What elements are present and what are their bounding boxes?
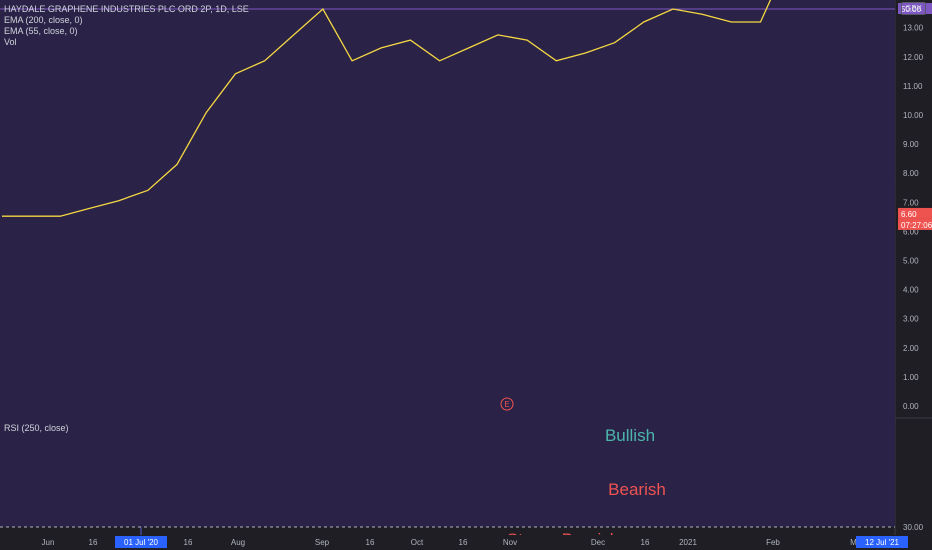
price-tick-label: 3.00: [903, 315, 919, 324]
price-tick-label: 11.00: [903, 82, 923, 91]
price-tick-label: 9.00: [903, 140, 919, 149]
time-tick-label: Feb: [766, 538, 780, 547]
time-tick-label: Oct: [411, 538, 424, 547]
legend-ema55: EMA (55, close, 0): [4, 26, 78, 36]
last-price-value: 6.60: [901, 210, 917, 219]
rsi-band: [0, 0, 895, 527]
time-tick-label: Sep: [315, 538, 330, 547]
price-tick-label: 4.00: [903, 286, 919, 295]
legend-ema200: EMA (200, close, 0): [4, 15, 83, 25]
time-tick-label: Nov: [503, 538, 517, 547]
price-tick-label: 1.00: [903, 373, 919, 382]
countdown-value: 07:27:06: [901, 221, 932, 230]
time-tick-label: 12 Jul '21: [865, 538, 900, 547]
time-tick-label: Aug: [231, 538, 245, 547]
time-tick-label: 01 Jul '20: [124, 538, 159, 547]
time-axis-bg: [0, 535, 932, 550]
legend-vol: Vol: [4, 37, 17, 47]
rsi-legend: RSI (250, close): [4, 423, 69, 433]
price-tick-label: 7.00: [903, 198, 919, 207]
rsi-tick-label: 30.00: [903, 523, 924, 532]
price-tick-label: 0.00: [903, 402, 919, 411]
time-axis-highlight: [115, 536, 167, 548]
time-tick-label: 2021: [679, 538, 697, 547]
price-tick-label: 6.00: [903, 227, 919, 236]
price-tick-label: 5.00: [903, 257, 919, 266]
price-tick-label: 13.00: [903, 24, 924, 33]
countdown-tag: [898, 218, 932, 230]
rsi-line: [2, 0, 772, 217]
time-tick-label: 16: [89, 538, 98, 547]
rsi-value-tag: [898, 3, 932, 14]
time-tick-label: Dec: [591, 538, 605, 547]
rsi-pane: BullishBearishStrong Bearish: [0, 0, 895, 549]
last-price-tag: [898, 207, 932, 219]
time-tick-label: 16: [459, 538, 468, 547]
event-marker-circle: [500, 397, 514, 411]
time-tick-label: Jun: [42, 538, 55, 547]
chart-title: HAYDALE GRAPHENE INDUSTRIES PLC ORD 2P, …: [4, 4, 249, 14]
price-tick-label: 2.00: [903, 344, 919, 353]
event-marker-label: E: [504, 400, 509, 409]
price-tick-label: 8.00: [903, 169, 919, 178]
rsi-bearish-label: Bearish: [608, 480, 666, 499]
rsi-bullish-label: Bullish: [605, 426, 655, 445]
price-tick-label: 10.00: [903, 111, 924, 120]
time-tick-label: 16: [184, 538, 193, 547]
time-tick-label: 16: [366, 538, 375, 547]
rsi-value-text: 50.00: [901, 5, 922, 14]
currency-badge[interactable]: GBX: [901, 2, 926, 15]
time-axis-highlight: [856, 536, 908, 548]
legend: HAYDALE GRAPHENE INDUSTRIES PLC ORD 2P, …: [4, 4, 249, 48]
time-tick-label: 16: [641, 538, 650, 547]
price-tick-label: 12.00: [903, 53, 924, 62]
